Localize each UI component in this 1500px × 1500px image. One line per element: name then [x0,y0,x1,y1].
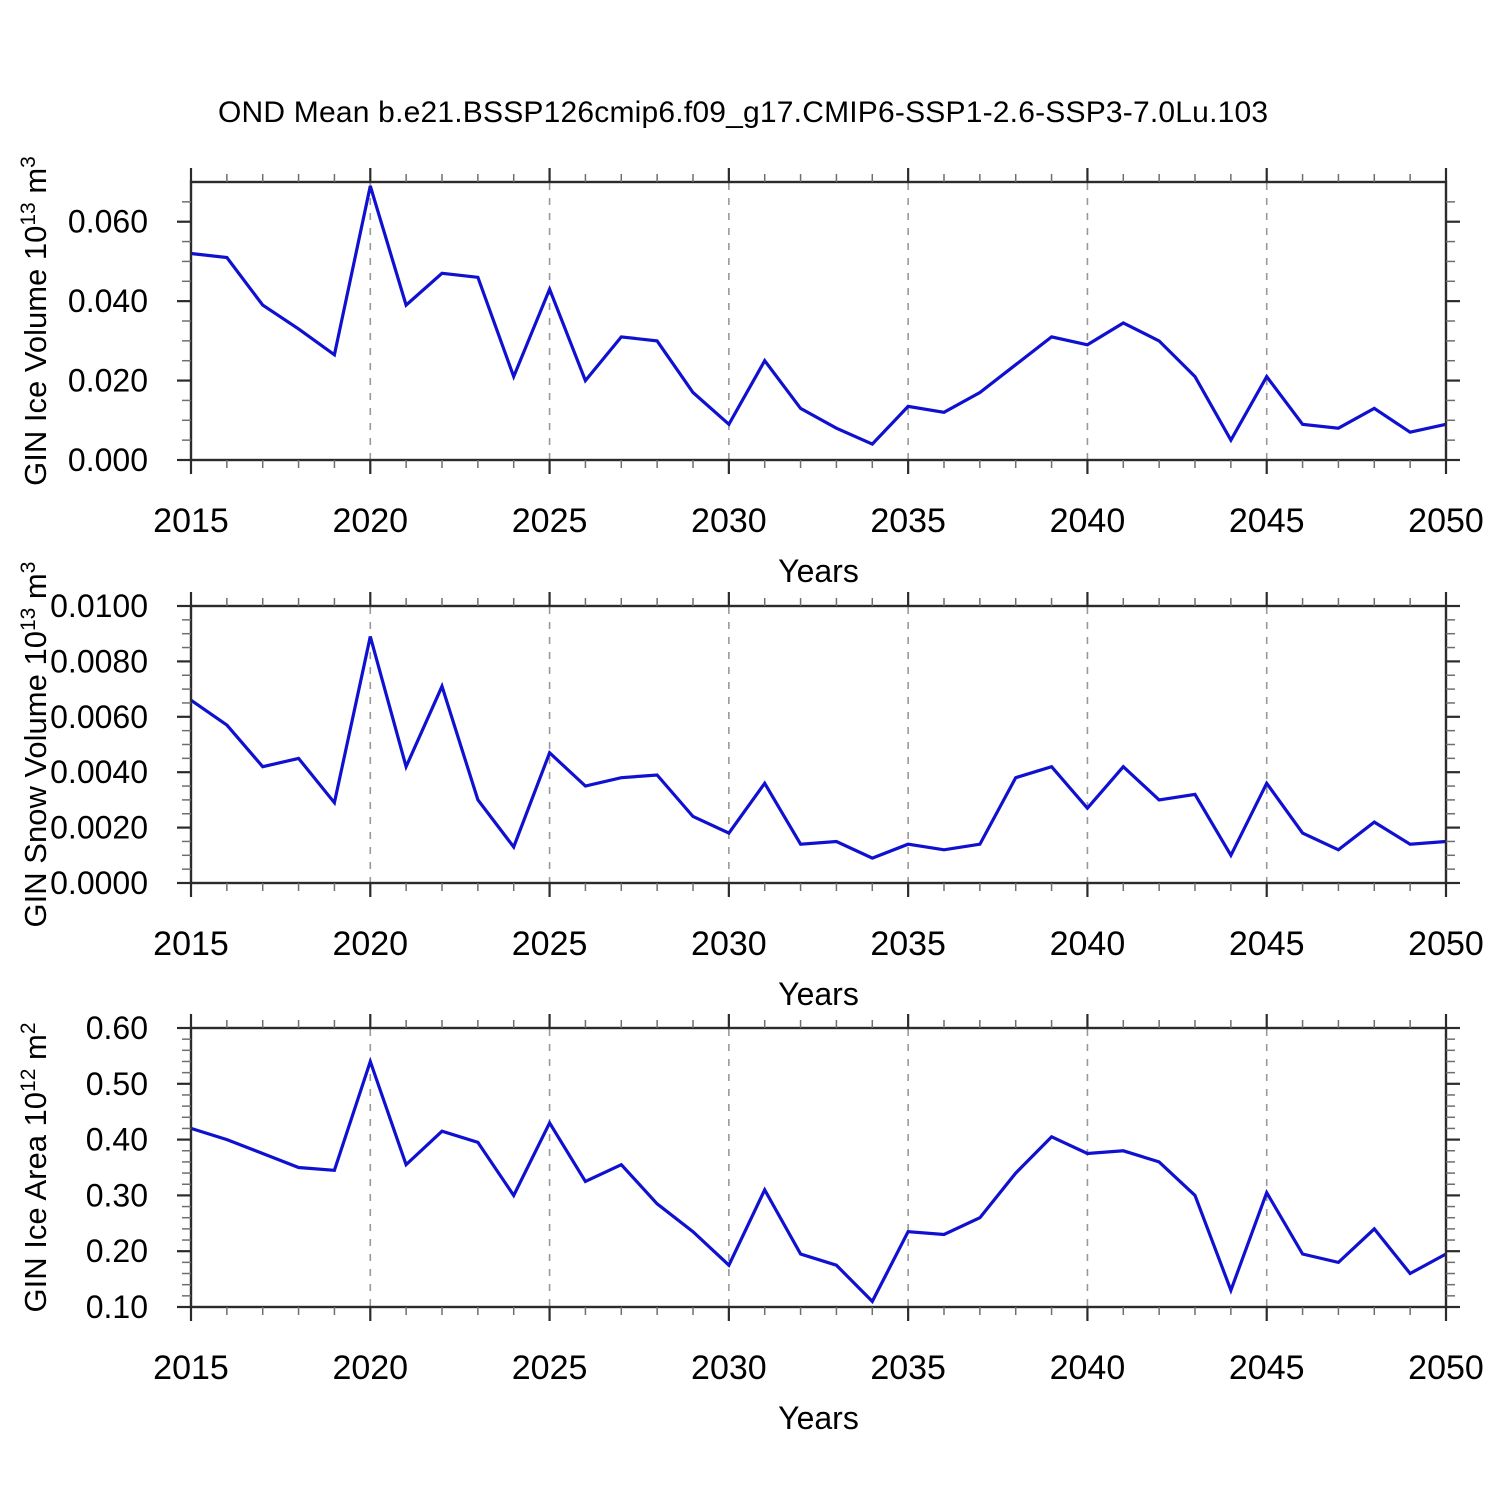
x-tick-label: 2015 [153,502,229,540]
x-tick-label: 2020 [332,502,408,540]
x-tick-label: 2050 [1408,502,1484,540]
x-tick-label: 2025 [512,1349,588,1387]
y-tick-label: 0.0080 [50,643,148,679]
x-tick-label: 2015 [153,925,229,963]
y-tick-label: 0.0040 [50,754,148,790]
x-tick-label: 2035 [870,502,946,540]
figure-title: OND Mean b.e21.BSSP126cmip6.f09_g17.CMIP… [218,96,1269,129]
x-tick-label: 2050 [1408,925,1484,963]
y-tick-label: 0.000 [68,442,148,478]
x-tick-label: 2045 [1229,925,1305,963]
x-tick-label: 2015 [153,1349,229,1387]
x-tick-label: 2030 [691,502,767,540]
x-tick-label: 2020 [332,925,408,963]
x-tick-label: 2030 [691,925,767,963]
axis-box [189,1026,1448,1309]
x-tick-label: 2020 [332,1349,408,1387]
x-tick-label: 2045 [1229,1349,1305,1387]
y-tick-label: 0.0000 [50,865,148,901]
series-line [190,185,1447,447]
y-axis-label: GIN Ice Volume 1013 m3 [17,156,53,486]
x-tick-label: 2025 [512,502,588,540]
y-tick-label: 0.20 [86,1233,148,1269]
x-tick-label: 2045 [1229,502,1305,540]
y-tick-label: 0.060 [68,204,148,240]
x-axis-label: Years [778,976,859,1012]
y-tick-label: 0.020 [68,363,148,399]
x-axis-label: Years [778,1400,859,1436]
x-tick-label: 2025 [512,925,588,963]
y-tick-label: 0.10 [86,1289,148,1325]
y-tick-label: 0.0060 [50,699,148,735]
y-tick-label: 0.0100 [50,588,148,624]
panel-gin-ice-volume: 2015 2020 2025 2030 2035 2040 2045 2050 Years 0.0… [17,156,1484,589]
y-axis-label: GIN Ice Area 1012 m2 [17,1022,53,1312]
x-tick-label: 2035 [870,1349,946,1387]
x-tick-label: 2030 [691,1349,767,1387]
series-line [190,636,1447,860]
x-tick-label: 2040 [1050,925,1126,963]
y-tick-label: 0.50 [86,1066,148,1102]
panel-gin-snow-volume: 2015 2020 2025 2030 2035 2040 2045 2050 Years 0.0… [17,562,1484,1012]
y-tick-label: 0.040 [68,283,148,319]
panel-gin-ice-area: 2015 2020 2025 2030 2035 2040 2045 2050 Years 0.1… [17,1010,1484,1436]
x-tick-label: 2040 [1050,502,1126,540]
y-tick-label: 0.0020 [50,810,148,846]
y-tick-label: 0.40 [86,1122,148,1158]
x-tick-label: 2035 [870,925,946,963]
x-tick-label: 2050 [1408,1349,1484,1387]
y-tick-label: 0.30 [86,1177,148,1213]
y-tick-label: 0.60 [86,1010,148,1046]
y-axis-label: GIN Snow Volume 1013 m3 [17,562,53,928]
x-tick-label: 2040 [1050,1349,1126,1387]
x-axis-label: Years [778,553,859,589]
series-line [190,1056,1447,1305]
